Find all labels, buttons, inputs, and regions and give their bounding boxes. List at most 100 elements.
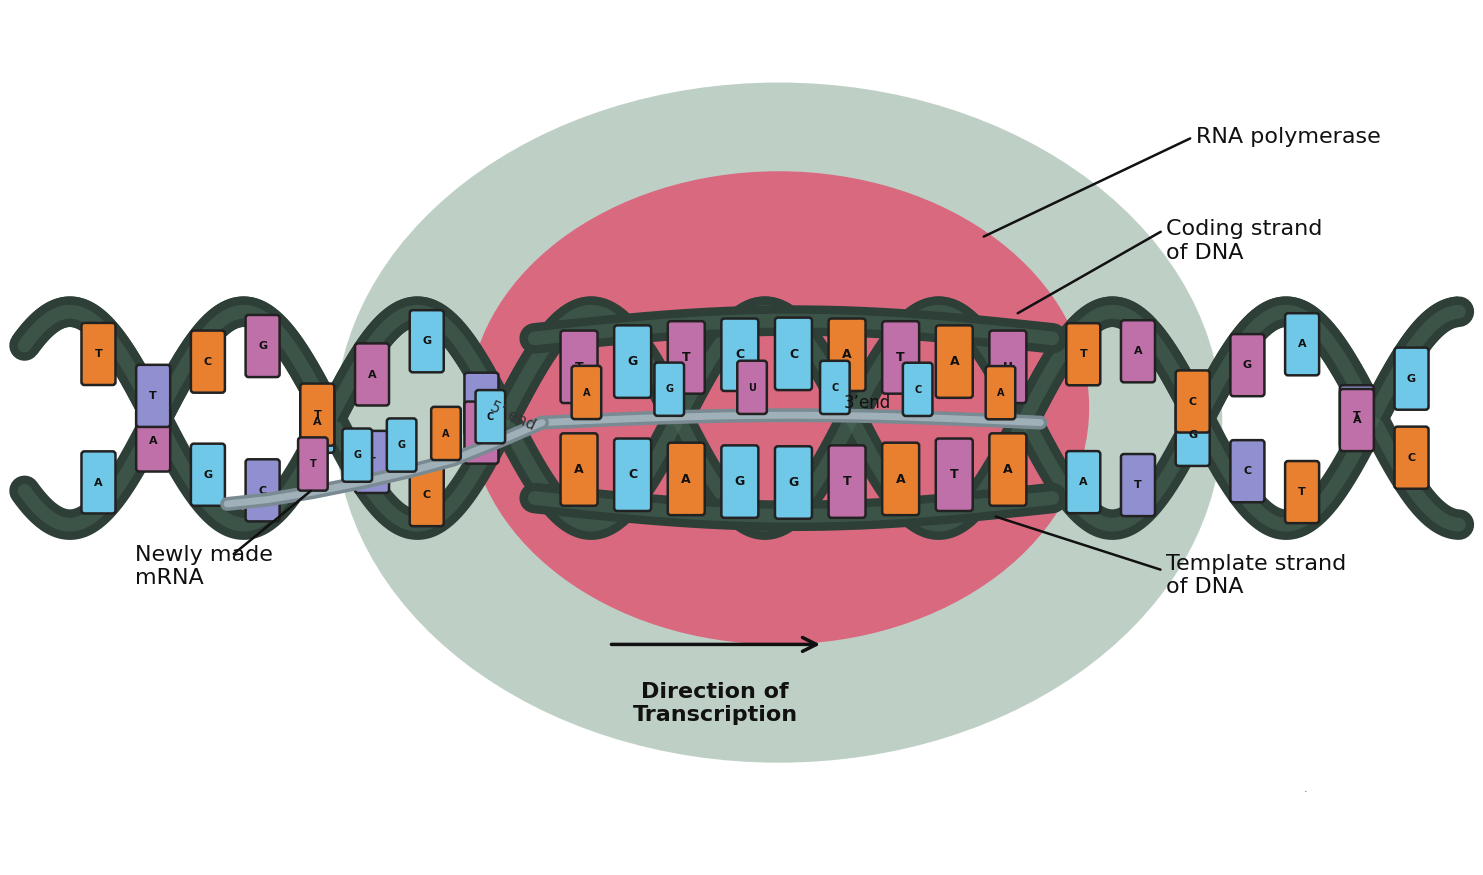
FancyBboxPatch shape bbox=[882, 443, 919, 515]
FancyBboxPatch shape bbox=[1339, 385, 1373, 447]
Text: T: T bbox=[896, 351, 905, 364]
Ellipse shape bbox=[469, 172, 1089, 645]
Text: .: . bbox=[1304, 784, 1307, 794]
FancyBboxPatch shape bbox=[985, 366, 1014, 419]
Text: C: C bbox=[1243, 466, 1252, 476]
Text: C: C bbox=[789, 347, 798, 360]
FancyBboxPatch shape bbox=[476, 390, 506, 444]
FancyBboxPatch shape bbox=[989, 433, 1026, 506]
Text: A: A bbox=[583, 388, 590, 397]
Text: Coding strand
of DNA: Coding strand of DNA bbox=[1166, 220, 1323, 262]
Text: T: T bbox=[1134, 480, 1142, 490]
FancyBboxPatch shape bbox=[82, 452, 116, 514]
Text: T: T bbox=[310, 459, 316, 469]
FancyBboxPatch shape bbox=[136, 365, 171, 427]
FancyBboxPatch shape bbox=[1229, 440, 1264, 502]
FancyBboxPatch shape bbox=[829, 318, 865, 391]
Text: G: G bbox=[1188, 430, 1197, 440]
Text: A: A bbox=[681, 473, 691, 486]
Text: G: G bbox=[203, 470, 212, 480]
Text: G: G bbox=[353, 451, 362, 460]
Text: A: A bbox=[368, 369, 377, 380]
Text: A: A bbox=[93, 478, 102, 487]
Text: C: C bbox=[914, 384, 921, 395]
Text: T: T bbox=[368, 457, 375, 467]
Text: G: G bbox=[423, 336, 432, 346]
FancyBboxPatch shape bbox=[989, 331, 1026, 403]
Text: G: G bbox=[664, 384, 673, 395]
Text: C: C bbox=[486, 412, 494, 422]
Text: G: G bbox=[787, 476, 798, 489]
FancyBboxPatch shape bbox=[737, 360, 767, 414]
Text: A: A bbox=[842, 348, 851, 361]
Text: A: A bbox=[442, 429, 449, 438]
FancyBboxPatch shape bbox=[1066, 452, 1100, 514]
FancyBboxPatch shape bbox=[464, 402, 498, 464]
Text: T: T bbox=[1352, 411, 1360, 422]
Text: T: T bbox=[949, 468, 958, 481]
Text: A: A bbox=[574, 463, 584, 476]
Text: T: T bbox=[1080, 349, 1087, 360]
Text: C: C bbox=[423, 490, 430, 500]
FancyBboxPatch shape bbox=[246, 315, 279, 377]
Text: T: T bbox=[150, 391, 157, 401]
FancyBboxPatch shape bbox=[191, 444, 225, 506]
FancyBboxPatch shape bbox=[614, 438, 651, 511]
FancyBboxPatch shape bbox=[571, 366, 601, 419]
FancyBboxPatch shape bbox=[1229, 334, 1264, 396]
Text: C: C bbox=[627, 468, 638, 481]
FancyBboxPatch shape bbox=[1339, 389, 1373, 452]
FancyBboxPatch shape bbox=[1176, 370, 1209, 432]
FancyBboxPatch shape bbox=[354, 344, 389, 406]
Ellipse shape bbox=[335, 83, 1222, 763]
Text: U: U bbox=[747, 382, 756, 393]
FancyBboxPatch shape bbox=[774, 318, 811, 390]
FancyBboxPatch shape bbox=[667, 321, 704, 394]
Text: A: A bbox=[1133, 346, 1142, 356]
Text: C: C bbox=[830, 382, 838, 393]
FancyBboxPatch shape bbox=[1066, 323, 1100, 385]
Text: C: C bbox=[1407, 452, 1415, 463]
Text: Direction of
Transcription: Direction of Transcription bbox=[632, 682, 798, 724]
FancyBboxPatch shape bbox=[667, 443, 704, 515]
Text: T: T bbox=[842, 475, 851, 488]
FancyBboxPatch shape bbox=[561, 433, 598, 506]
FancyBboxPatch shape bbox=[829, 445, 865, 518]
Text: T: T bbox=[1298, 487, 1305, 497]
FancyBboxPatch shape bbox=[721, 445, 758, 518]
FancyBboxPatch shape bbox=[432, 407, 461, 460]
Text: T: T bbox=[574, 360, 583, 374]
FancyBboxPatch shape bbox=[1394, 427, 1428, 489]
FancyBboxPatch shape bbox=[298, 438, 328, 491]
Text: A: A bbox=[997, 388, 1004, 398]
Text: G: G bbox=[258, 341, 267, 351]
Text: T: T bbox=[682, 351, 691, 364]
Text: A: A bbox=[1078, 477, 1087, 487]
Text: G: G bbox=[627, 355, 638, 368]
FancyBboxPatch shape bbox=[561, 331, 598, 403]
Text: U: U bbox=[1003, 360, 1013, 374]
Text: C: C bbox=[203, 357, 212, 367]
Text: C: C bbox=[736, 348, 744, 361]
Text: C: C bbox=[1188, 396, 1197, 407]
Text: 5’ end: 5’ end bbox=[488, 399, 537, 433]
FancyBboxPatch shape bbox=[343, 429, 372, 482]
Text: T: T bbox=[95, 349, 102, 359]
FancyBboxPatch shape bbox=[820, 360, 850, 414]
Text: Newly made
mRNA: Newly made mRNA bbox=[135, 544, 273, 588]
FancyBboxPatch shape bbox=[614, 326, 651, 398]
FancyBboxPatch shape bbox=[936, 438, 973, 511]
Text: A: A bbox=[1298, 340, 1307, 349]
Text: RNA polymerase: RNA polymerase bbox=[1195, 128, 1381, 147]
Text: G: G bbox=[397, 440, 405, 450]
Text: C: C bbox=[258, 486, 267, 495]
FancyBboxPatch shape bbox=[1121, 320, 1155, 382]
FancyBboxPatch shape bbox=[1394, 347, 1428, 410]
Text: G: G bbox=[1243, 360, 1252, 370]
FancyBboxPatch shape bbox=[464, 373, 498, 435]
Text: A: A bbox=[1003, 463, 1013, 476]
FancyBboxPatch shape bbox=[1176, 404, 1209, 466]
Text: G: G bbox=[1406, 374, 1416, 384]
Text: G: G bbox=[734, 475, 744, 488]
FancyBboxPatch shape bbox=[882, 321, 919, 394]
